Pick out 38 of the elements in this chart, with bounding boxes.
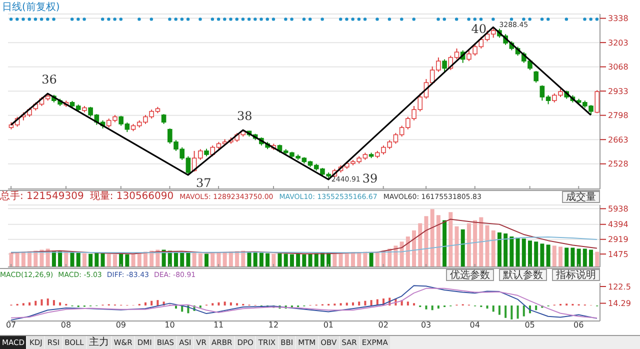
annotation: 38	[236, 109, 252, 124]
text: 现量: 130566090	[90, 191, 174, 203]
annotation: 37	[196, 176, 212, 190]
y-tick-label: 4394	[608, 220, 628, 230]
y-tick-label: 122.5	[608, 282, 631, 292]
text: 优选参数	[446, 269, 494, 281]
x-tick-label: 10	[164, 320, 175, 330]
y-tick-label: 2663	[608, 135, 628, 144]
y-tick-label: 2798	[608, 111, 628, 120]
x-tick-label: 01	[323, 320, 334, 330]
y-tick-label: 3203	[608, 38, 628, 48]
text: 默认参数	[499, 269, 547, 281]
x-tick-label: 04	[470, 320, 480, 330]
text: 日线(前复权)	[2, 2, 60, 13]
y-tick-label: 2933	[608, 86, 628, 96]
text: 指标说明	[552, 269, 600, 281]
x-tick-label: 05	[524, 320, 535, 330]
y-tick-label: 14.29	[608, 299, 631, 308]
text: 总手: 121549309	[0, 191, 84, 203]
x-tick-label: 02	[378, 320, 388, 330]
text: 主力	[86, 336, 111, 349]
annotation: 40	[471, 22, 486, 36]
x-tick-label: 09	[116, 320, 126, 330]
y-tick-label: 1475	[608, 250, 628, 259]
x-tick-label: 03	[420, 320, 432, 330]
x-tick-label: 11	[213, 320, 224, 330]
x-tick-label: 08	[60, 320, 72, 330]
y-tick-label: 5938	[608, 204, 628, 214]
y-tick-label: 3068	[608, 62, 628, 72]
y-tick-label: 2528	[608, 160, 628, 169]
y-tick-label: 2919	[608, 235, 628, 244]
text: 成交量	[562, 191, 600, 203]
y-tick-label: 3338	[608, 14, 628, 24]
x-tick-label: 06	[574, 320, 584, 330]
x-tick-label: 07	[6, 320, 16, 330]
annotation: 39	[362, 171, 378, 186]
x-tick-label: 12	[268, 320, 279, 330]
annotation: 36	[42, 72, 57, 87]
